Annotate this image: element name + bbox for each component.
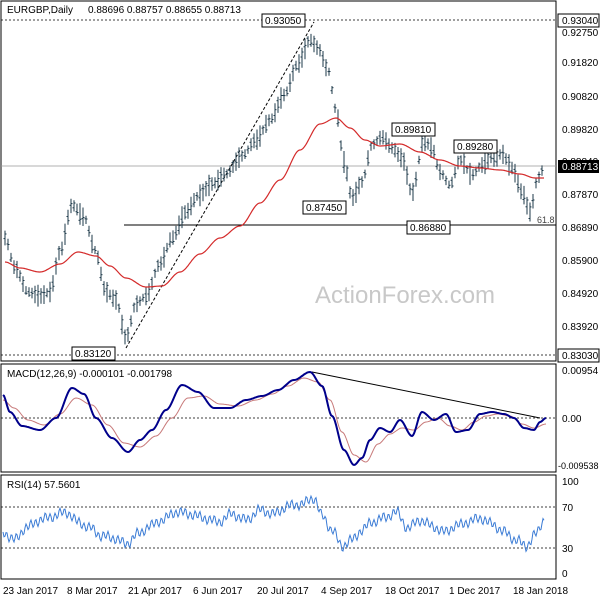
annotation-label: 0.89280 bbox=[457, 142, 494, 153]
annotation-box: 0.93050 bbox=[261, 13, 306, 28]
fib-label: 61.8 bbox=[537, 215, 555, 225]
macd-tick: 0.00954 bbox=[562, 366, 599, 377]
price-axis: 0.92750 0.91820 0.90820 0.89820 0.88840 … bbox=[562, 28, 599, 333]
x-tick: 20 Jul 2017 bbox=[257, 586, 309, 597]
macd-title: MACD(12,26,9) -0.000101 -0.001798 bbox=[7, 369, 173, 380]
rsi-tick: 100 bbox=[562, 477, 579, 488]
price-tick: 0.89820 bbox=[562, 125, 599, 136]
top-level-box bbox=[557, 13, 600, 28]
x-tick: 21 Apr 2017 bbox=[128, 586, 182, 597]
annotation-box: 0.89810 bbox=[391, 122, 436, 137]
x-axis: 23 Jan 2017 8 Mar 2017 21 Apr 2017 6 Jun… bbox=[3, 586, 568, 597]
price-ohlc-header: 0.88696 0.88757 0.88655 0.88713 bbox=[88, 5, 241, 16]
bottom-level-box bbox=[557, 348, 600, 363]
price-tick: 0.83920 bbox=[562, 322, 599, 333]
bottom-level-label: 0.83030 bbox=[562, 351, 599, 362]
price-tick: 0.86890 bbox=[562, 223, 599, 234]
rsi-panel bbox=[0, 474, 557, 580]
x-tick: 18 Oct 2017 bbox=[385, 586, 440, 597]
price-tick: 0.92750 bbox=[562, 28, 599, 39]
top-level-label: 0.93040 bbox=[562, 16, 599, 27]
price-panel bbox=[0, 0, 557, 362]
price-tick: 0.84920 bbox=[562, 289, 599, 300]
rsi-tick: 70 bbox=[562, 503, 574, 514]
macd-trend-line bbox=[311, 371, 541, 419]
price-title: EURGBP,Daily bbox=[7, 5, 73, 16]
moving-average-line bbox=[4, 117, 544, 288]
price-tick: 0.91820 bbox=[562, 58, 599, 69]
annotation-box: 0.89280 bbox=[453, 139, 498, 154]
annotation-label: 0.86880 bbox=[410, 223, 447, 234]
price-tick: 0.87870 bbox=[562, 190, 599, 201]
trend-line-up bbox=[125, 21, 315, 349]
current-price-box bbox=[558, 160, 599, 173]
x-tick: 23 Jan 2017 bbox=[3, 586, 58, 597]
annotation-label: 0.83120 bbox=[75, 349, 112, 360]
annotation-label: 0.93050 bbox=[265, 16, 302, 27]
annotation-box: 0.87450 bbox=[302, 200, 347, 215]
rsi-tick: 30 bbox=[562, 544, 574, 555]
price-bars bbox=[3, 33, 544, 345]
price-tick: 0.90820 bbox=[562, 92, 599, 103]
macd-signal-line bbox=[2, 377, 547, 463]
price-tick: 0.85900 bbox=[562, 256, 599, 267]
annotation-label: 0.89810 bbox=[395, 125, 432, 136]
macd-tick: 0.00 bbox=[562, 414, 582, 425]
x-tick: 6 Jun 2017 bbox=[193, 586, 243, 597]
rsi-tick: 0 bbox=[562, 569, 568, 580]
x-tick: 8 Mar 2017 bbox=[67, 586, 118, 597]
current-price-label: 0.88713 bbox=[562, 162, 599, 173]
rsi-title: RSI(14) 57.5601 bbox=[7, 480, 81, 491]
annotation-box: 0.83120 bbox=[71, 346, 116, 361]
x-tick: 18 Jan 2018 bbox=[513, 586, 568, 597]
macd-tick: -0.009538 bbox=[558, 461, 599, 471]
annotation-box: 0.86880 bbox=[406, 220, 451, 235]
rsi-line bbox=[2, 494, 545, 553]
x-tick: 1 Dec 2017 bbox=[449, 586, 501, 597]
annotation-label: 0.87450 bbox=[306, 203, 343, 214]
watermark: ActionForex.com bbox=[315, 282, 495, 309]
macd-line bbox=[2, 370, 547, 467]
x-tick: 4 Sep 2017 bbox=[321, 586, 373, 597]
